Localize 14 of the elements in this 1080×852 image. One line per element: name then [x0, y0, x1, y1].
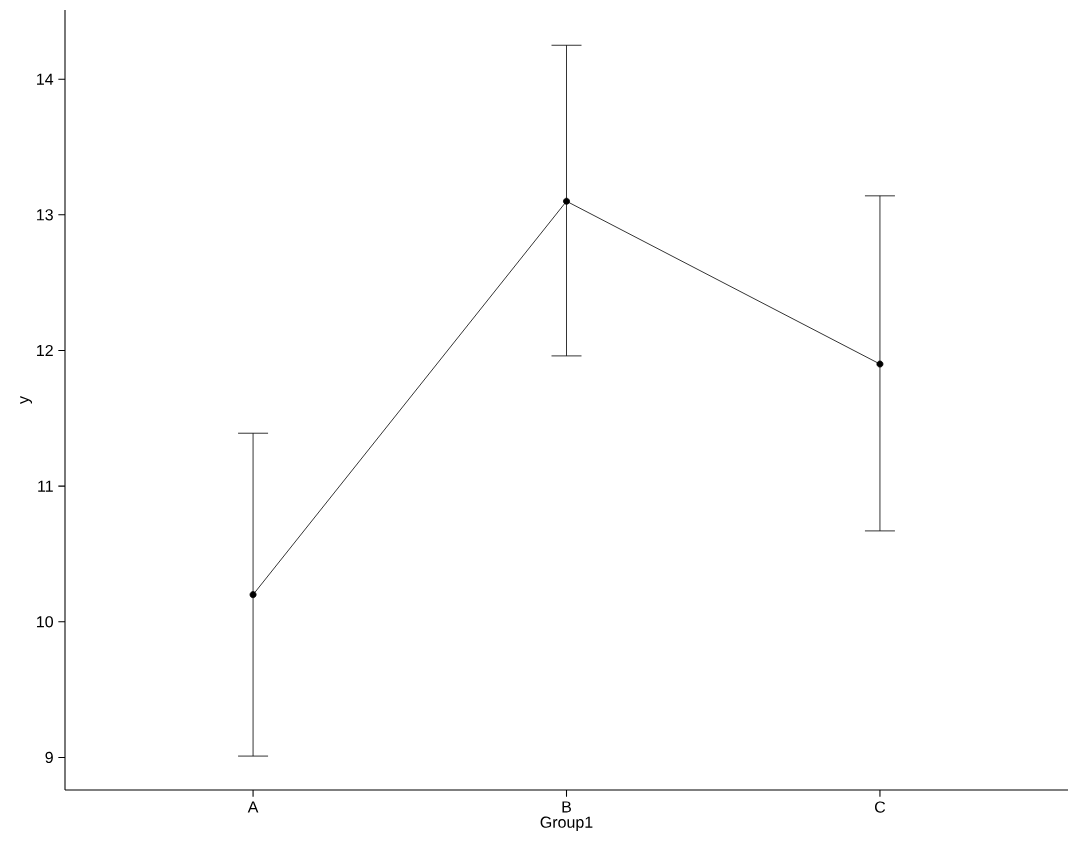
x-tick-label: B [562, 801, 571, 813]
point [249, 591, 257, 599]
y-tick-label: 9 [45, 751, 53, 764]
y-axis-title: y [20, 396, 33, 404]
y-tick-label: 10 [37, 616, 53, 628]
y-tick-label: 14 [37, 73, 54, 85]
x-tick-label: A [247, 801, 259, 813]
y-tick-label: 13 [37, 209, 53, 221]
y-tick-label: 12 [37, 344, 53, 357]
x-tick-label: C [874, 801, 886, 813]
point [876, 360, 884, 368]
y-tick-label: 11 [38, 480, 53, 492]
x-axis-title: Group1 [540, 816, 593, 832]
point [563, 197, 570, 205]
